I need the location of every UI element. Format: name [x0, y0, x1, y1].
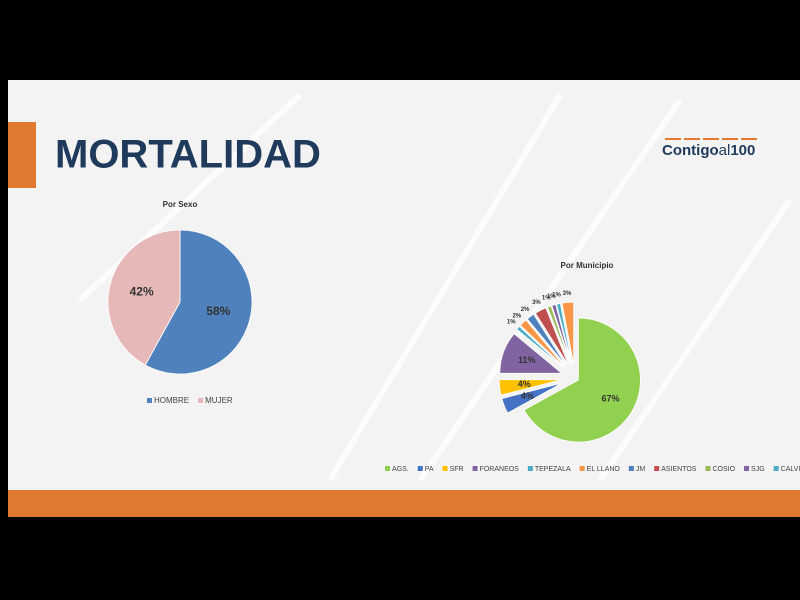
chart-title: Por Sexo — [163, 200, 198, 209]
value-label: 1% — [552, 293, 561, 299]
pie-slice — [519, 319, 566, 369]
pie-slice — [107, 229, 181, 366]
legend-label: JM — [636, 466, 646, 473]
accent-bar — [8, 122, 36, 188]
legend-swatch — [654, 466, 660, 471]
logo-text: Contigoal100 — [662, 142, 755, 159]
slide-title: MORTALIDAD — [55, 133, 321, 177]
legend-swatch — [472, 466, 478, 471]
pie-slice — [546, 305, 571, 365]
legend-label: EL LLANO — [587, 466, 621, 473]
pie-slice — [501, 382, 563, 414]
value-label: 1% — [507, 319, 516, 325]
pie-slice — [523, 317, 641, 443]
value-label: 1% — [547, 294, 556, 300]
value-label: 42% — [130, 284, 154, 298]
legend-label: ASIENTOS — [661, 466, 697, 473]
value-label: 2% — [521, 307, 530, 313]
legend-swatch — [198, 398, 204, 403]
legend-label: TEPEZALA — [535, 466, 571, 473]
pie-slice — [561, 301, 575, 365]
value-label: 3% — [532, 300, 541, 306]
legend-label: COSIO — [712, 466, 735, 473]
legend-swatch — [705, 466, 711, 471]
legend-swatch — [417, 466, 423, 471]
logo: Contigoal100 — [662, 138, 757, 159]
legend-swatch — [442, 466, 448, 471]
legend-swatch — [579, 466, 585, 471]
footer-bar — [8, 490, 800, 517]
legend-label: AGS. — [392, 466, 409, 473]
legend-label: MUJER — [205, 396, 233, 405]
legend-swatch — [385, 466, 390, 471]
legend-swatch — [744, 466, 750, 471]
legend-label: CALVILLO — [781, 466, 800, 473]
pie-slice — [516, 325, 565, 370]
value-label: 2% — [512, 314, 521, 320]
value-label: 3% — [563, 291, 572, 297]
pie-slice — [551, 304, 572, 365]
legend-label: SJG — [751, 466, 765, 473]
legend-label: FORANEOS — [480, 466, 520, 473]
pie-slice — [498, 379, 562, 396]
chart-title: Por Municipio — [561, 261, 614, 270]
legend-label: HOMBRE — [154, 396, 189, 405]
legend-label: PA — [425, 466, 434, 473]
legend-swatch — [628, 466, 634, 471]
value-label: 67% — [601, 393, 619, 403]
pie-slice — [144, 229, 253, 375]
value-label: 4% — [521, 391, 534, 401]
pie-slice — [499, 333, 563, 374]
pie-slice — [534, 307, 570, 366]
value-label: 4% — [518, 379, 531, 389]
pie-slice — [526, 313, 568, 367]
pie-slice — [556, 302, 573, 365]
value-label: 58% — [206, 304, 230, 318]
value-label: 1% — [542, 296, 551, 302]
logo-part: al — [719, 142, 731, 159]
value-label: 11% — [518, 355, 536, 365]
logo-part: 100 — [730, 142, 755, 159]
logo-part: Contigo — [662, 142, 719, 159]
legend-swatch — [147, 398, 152, 403]
legend-swatch — [527, 466, 533, 471]
legend-label: SFR — [450, 466, 464, 473]
decor — [77, 92, 793, 482]
legend-swatch — [773, 466, 779, 471]
